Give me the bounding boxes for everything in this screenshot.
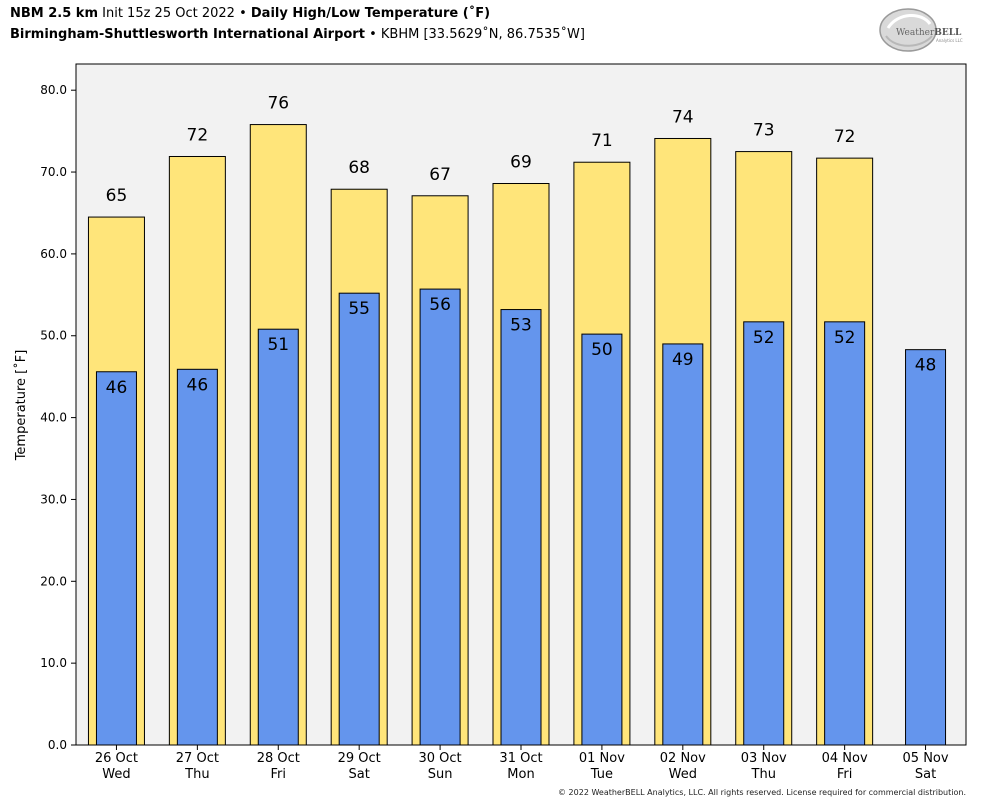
station-name: Birmingham-Shuttlesworth International A… — [10, 27, 365, 42]
low-temp-bar — [905, 349, 947, 746]
high-temp-label: 72 — [187, 125, 209, 145]
low-temp-label: 52 — [753, 328, 775, 348]
station-info: KBHM [33.5629˚N, 86.7535˚W] — [380, 27, 585, 42]
low-temp-bar — [95, 371, 137, 746]
x-tick-label-date: 01 Nov — [579, 751, 625, 766]
x-tick-label-day: Sun — [428, 767, 453, 782]
low-temp-label: 55 — [348, 299, 370, 319]
low-temp-bar — [338, 292, 380, 746]
svg-text:WeatherBELL: WeatherBELL — [896, 28, 962, 38]
copyright-text: © 2022 WeatherBELL Analytics, LLC. All r… — [558, 788, 966, 797]
y-tick-label: 30.0 — [40, 492, 67, 506]
header-separator: • — [239, 6, 247, 21]
x-tick-label-date: 30 Oct — [419, 751, 462, 766]
high-temp-label: 71 — [591, 131, 613, 151]
low-temp-label: 46 — [187, 375, 209, 395]
product-title: Daily High/Low Temperature (˚F) — [250, 6, 491, 21]
low-temp-bar — [662, 343, 704, 746]
low-temp-label: 50 — [591, 340, 613, 360]
logo-text-b: BELL — [934, 28, 962, 38]
y-tick-label: 0.0 — [48, 738, 67, 752]
x-tick-label-day: Wed — [102, 767, 130, 782]
x-tick-label-day: Fri — [837, 767, 853, 782]
weatherbell-logo: WeatherBELL Analytics LLC — [879, 8, 963, 52]
high-temp-label: 68 — [348, 158, 370, 178]
bars-group: 65 46 72 46 76 51 68 55 67 56 69 53 71 50 74 49 73 52 72 52… — [87, 94, 947, 746]
high-temp-label: 67 — [429, 165, 451, 185]
low-temp-bar — [419, 288, 461, 746]
y-tick-label: 80.0 — [40, 83, 67, 97]
x-tick-label-date: 03 Nov — [741, 751, 787, 766]
low-temp-bar — [257, 328, 299, 746]
x-tick-label-day: Mon — [507, 767, 534, 782]
chart-header-line-2: Birmingham-Shuttlesworth International A… — [10, 27, 585, 42]
high-temp-label: 72 — [834, 127, 856, 147]
logo-subtext: Analytics LLC — [936, 38, 963, 43]
header-separator: • — [369, 27, 377, 42]
high-temp-label: 65 — [106, 186, 128, 206]
low-temp-label: 52 — [834, 328, 856, 348]
y-tick-label: 50.0 — [40, 329, 67, 343]
chart-header-line-1: NBM 2.5 km Init 15z 25 Oct 2022 • Daily … — [10, 6, 490, 21]
x-tick-label-date: 28 Oct — [257, 751, 300, 766]
x-tick-label-day: Fri — [271, 767, 287, 782]
low-temp-bar — [500, 309, 542, 746]
x-tick-label-date: 27 Oct — [176, 751, 219, 766]
high-temp-label: 69 — [510, 153, 532, 173]
y-tick-label: 60.0 — [40, 247, 67, 261]
high-temp-label: 74 — [672, 107, 694, 127]
y-axis-label: Temperature [˚F] — [13, 350, 29, 462]
y-tick-label: 70.0 — [40, 165, 67, 179]
low-temp-label: 56 — [429, 295, 451, 315]
y-tick-label: 20.0 — [40, 574, 67, 588]
low-temp-label: 51 — [267, 335, 289, 355]
x-tick-label-date: 04 Nov — [822, 751, 868, 766]
x-tick-label-date: 29 Oct — [338, 751, 381, 766]
logo-text-a: Weather — [896, 28, 935, 38]
x-tick-label-date: 02 Nov — [660, 751, 706, 766]
x-tick-label-date: 26 Oct — [95, 751, 138, 766]
low-temp-label: 46 — [106, 378, 128, 398]
low-temp-label: 49 — [672, 350, 694, 370]
low-temp-label: 48 — [915, 356, 937, 376]
high-temp-label: 76 — [267, 94, 289, 114]
x-tick-label-day: Thu — [184, 767, 209, 782]
model-name: NBM 2.5 km — [10, 6, 98, 21]
y-tick-label: 10.0 — [40, 656, 67, 670]
high-temp-label: 73 — [753, 121, 775, 141]
init-time: Init 15z 25 Oct 2022 — [102, 6, 235, 21]
x-tick-label-day: Thu — [751, 767, 776, 782]
x-tick-label-day: Tue — [590, 767, 613, 782]
plot-frame — [75, 63, 967, 746]
low-temp-bar — [743, 321, 785, 746]
x-tick-label-day: Wed — [669, 767, 697, 782]
x-tick-label-date: 05 Nov — [903, 751, 949, 766]
x-tick-label-day: Sat — [915, 767, 936, 782]
x-tick-label-day: Sat — [349, 767, 370, 782]
low-temp-bar — [824, 321, 866, 746]
y-tick-label: 40.0 — [40, 411, 67, 425]
x-tick-label-date: 31 Oct — [499, 751, 542, 766]
low-temp-label: 53 — [510, 316, 532, 336]
low-temp-bar — [581, 333, 623, 746]
low-temp-bar — [176, 368, 218, 746]
